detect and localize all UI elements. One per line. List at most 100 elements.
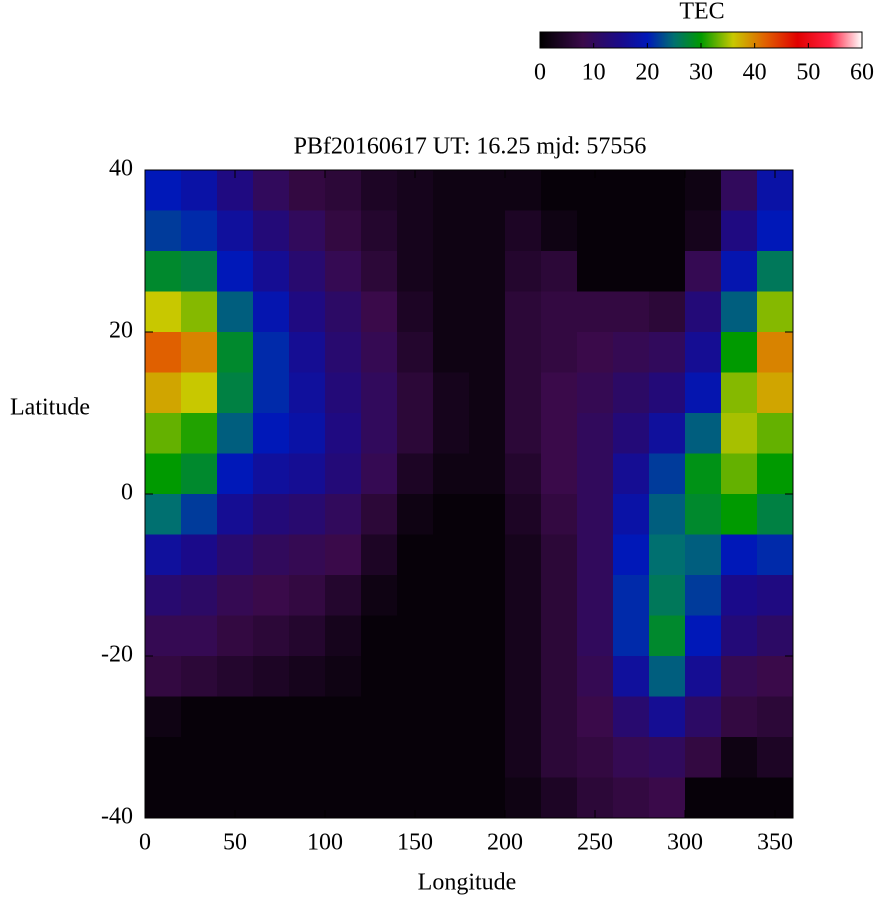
- heatmap-cell: [145, 615, 182, 657]
- colorbar-tick-label: 10: [582, 60, 606, 86]
- x-tick-label: 350: [757, 830, 793, 856]
- heatmap-cell: [325, 696, 362, 738]
- heatmap-cell: [721, 575, 758, 616]
- heatmap-cell: [397, 372, 434, 414]
- heatmap-cell: [505, 413, 542, 454]
- heatmap-cell: [757, 251, 794, 292]
- heatmap-cell: [757, 210, 794, 252]
- heatmap-cell: [325, 656, 362, 697]
- colorbar-tick-label: 40: [743, 60, 767, 86]
- heatmap: [145, 170, 794, 819]
- colorbar-tick-label: 30: [689, 60, 713, 86]
- y-tick-label: 0: [121, 480, 133, 506]
- heatmap-cell: [505, 494, 542, 535]
- heatmap-cell: [253, 494, 290, 535]
- x-tick-label: 50: [223, 830, 247, 856]
- heatmap-cell: [613, 372, 650, 414]
- heatmap-cell: [577, 737, 614, 778]
- heatmap-cell: [145, 575, 182, 616]
- heatmap-cell: [505, 453, 542, 495]
- colorbar-tick-label: 0: [534, 60, 546, 86]
- heatmap-cell: [361, 777, 398, 819]
- heatmap-cell: [505, 291, 542, 333]
- heatmap-cell: [253, 453, 290, 495]
- heatmap-cell: [613, 534, 650, 576]
- heatmap-cell: [361, 737, 398, 778]
- heatmap-cell: [469, 453, 506, 495]
- heatmap-cell: [397, 656, 434, 697]
- heatmap-cell: [217, 534, 254, 576]
- heatmap-cell: [361, 372, 398, 414]
- heatmap-cell: [145, 494, 182, 535]
- y-axis-label: Latitude: [10, 395, 90, 421]
- heatmap-cell: [757, 575, 794, 616]
- heatmap-cell: [433, 696, 470, 738]
- heatmap-cell: [721, 534, 758, 576]
- heatmap-cell: [433, 737, 470, 778]
- heatmap-cell: [433, 332, 470, 373]
- heatmap-cell: [361, 413, 398, 454]
- heatmap-cell: [613, 210, 650, 252]
- heatmap-cell: [361, 291, 398, 333]
- heatmap-cell: [505, 615, 542, 657]
- heatmap-cell: [685, 575, 722, 616]
- heatmap-cell: [145, 656, 182, 697]
- heatmap-cell: [181, 534, 218, 576]
- heatmap-cell: [325, 534, 362, 576]
- y-tick-label: 20: [109, 318, 133, 344]
- heatmap-cell: [577, 291, 614, 333]
- heatmap-cell: [397, 615, 434, 657]
- heatmap-cell: [613, 494, 650, 535]
- heatmap-cell: [361, 170, 398, 211]
- heatmap-cell: [181, 332, 218, 373]
- heatmap-cell: [685, 372, 722, 414]
- heatmap-cell: [757, 332, 794, 373]
- heatmap-cell: [541, 453, 578, 495]
- heatmap-cell: [433, 575, 470, 616]
- heatmap-cell: [181, 494, 218, 535]
- heatmap-cell: [145, 777, 182, 819]
- heatmap-cell: [325, 413, 362, 454]
- heatmap-cell: [649, 453, 686, 495]
- heatmap-cell: [469, 696, 506, 738]
- heatmap-cell: [613, 251, 650, 292]
- heatmap-cell: [397, 575, 434, 616]
- heatmap-cell: [433, 453, 470, 495]
- heatmap-cell: [613, 170, 650, 211]
- heatmap-cell: [649, 737, 686, 778]
- heatmap-cell: [325, 737, 362, 778]
- colorbar-tick-label: 60: [850, 60, 874, 86]
- heatmap-cell: [577, 453, 614, 495]
- heatmap-cell: [361, 453, 398, 495]
- heatmap-cell: [613, 575, 650, 616]
- heatmap-cell: [469, 413, 506, 454]
- heatmap-cell: [325, 210, 362, 252]
- heatmap-cell: [325, 372, 362, 414]
- heatmap-cell: [685, 737, 722, 778]
- heatmap-cell: [649, 656, 686, 697]
- heatmap-cell: [649, 494, 686, 535]
- heatmap-cell: [181, 777, 218, 819]
- heatmap-cell: [721, 656, 758, 697]
- heatmap-cell: [289, 372, 326, 414]
- heatmap-cell: [649, 615, 686, 657]
- heatmap-cell: [505, 777, 542, 819]
- heatmap-cell: [433, 777, 470, 819]
- heatmap-cell: [253, 413, 290, 454]
- heatmap-cell: [649, 170, 686, 211]
- colorbar-label: TEC: [679, 0, 724, 25]
- heatmap-cell: [145, 737, 182, 778]
- heatmap-cell: [253, 737, 290, 778]
- heatmap-cell: [541, 696, 578, 738]
- heatmap-cell: [469, 737, 506, 778]
- heatmap-cell: [397, 737, 434, 778]
- heatmap-cell: [613, 737, 650, 778]
- heatmap-cell: [649, 372, 686, 414]
- heatmap-cell: [289, 291, 326, 333]
- heatmap-cell: [253, 372, 290, 414]
- heatmap-cell: [469, 332, 506, 373]
- heatmap-cell: [289, 251, 326, 292]
- x-tick-label: 100: [307, 830, 343, 856]
- heatmap-cell: [685, 413, 722, 454]
- heatmap-cell: [433, 210, 470, 252]
